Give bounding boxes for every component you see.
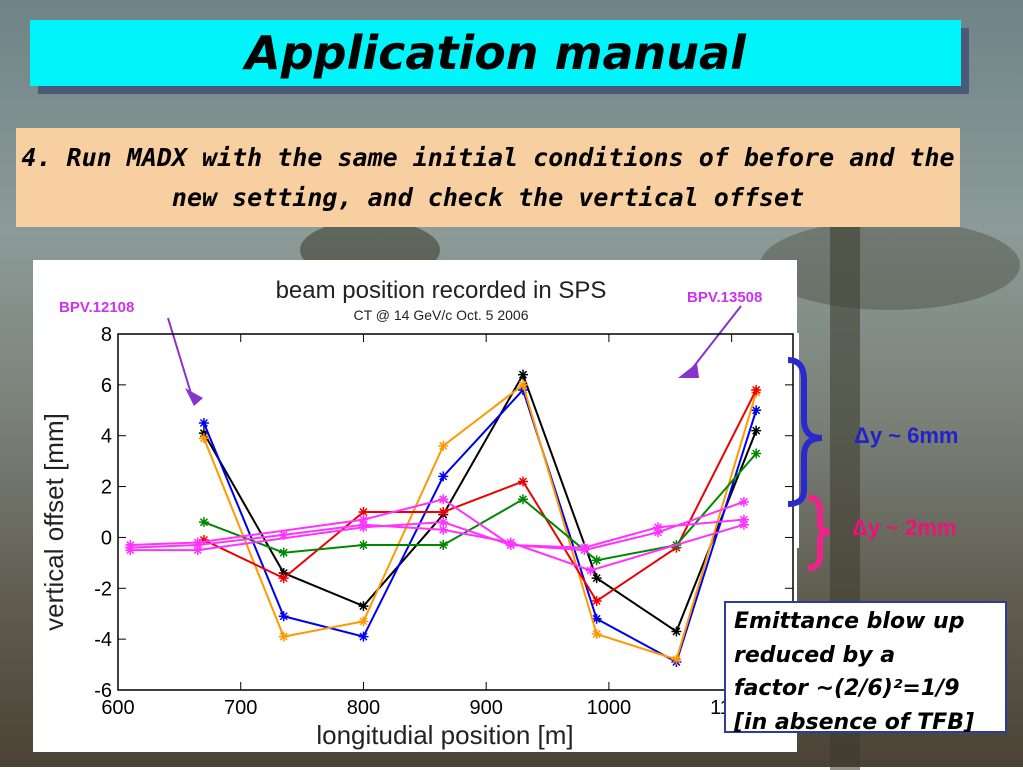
series-line	[202, 383, 758, 661]
data-point	[358, 616, 369, 627]
y-tick-label: 8	[101, 324, 112, 346]
y-tick-label: -4	[94, 629, 112, 651]
y-tick-label: 4	[101, 426, 112, 448]
data-point	[358, 514, 369, 525]
x-tick-label: 700	[224, 697, 257, 719]
brace-overlay	[787, 357, 831, 571]
x-axis-label: longitudial position [m]	[316, 720, 573, 750]
data-point	[738, 519, 749, 530]
data-point	[198, 517, 209, 528]
y-tick-label: -6	[94, 680, 112, 702]
x-tick-label: 900	[469, 697, 502, 719]
y-tick-label: 2	[101, 477, 112, 499]
note-box: Emittance blow up reduced by a factor ~(…	[724, 601, 1007, 735]
data-point	[505, 537, 516, 548]
data-point	[438, 440, 449, 451]
chart-panel: beam position recorded in SPS CT @ 14 Ge…	[33, 260, 797, 752]
data-point	[518, 369, 528, 380]
series-line	[130, 518, 744, 552]
palm-silhouette	[760, 220, 1020, 310]
data-point	[591, 629, 602, 640]
series-line	[203, 452, 757, 562]
data-point	[653, 522, 663, 533]
data-point	[671, 654, 682, 665]
data-point	[591, 555, 602, 566]
dy-large-label: Δy ~ 6mm	[854, 423, 959, 448]
bpv-right-arrowhead	[678, 363, 699, 378]
bpv-left-arrow	[167, 317, 194, 401]
data-point	[438, 524, 449, 535]
data-point	[591, 613, 602, 624]
bpv-left-arrowhead	[185, 388, 203, 406]
y-tick-label: 6	[101, 375, 112, 397]
data-point	[518, 494, 528, 505]
chart-title: beam position recorded in SPS	[276, 277, 607, 304]
data-point	[278, 568, 289, 579]
data-point	[198, 433, 209, 444]
dy-small-label: Δy ~ 2mm	[852, 515, 957, 540]
data-point	[585, 565, 596, 576]
chart-svg: beam position recorded in SPS CT @ 14 Ge…	[39, 277, 794, 750]
x-tick-label: 1000	[587, 697, 632, 719]
data-point	[278, 631, 289, 642]
small-brace	[807, 495, 831, 571]
data-point	[438, 517, 449, 528]
bpv-right-label: BPV.13508	[687, 289, 762, 306]
series-line	[203, 389, 758, 603]
data-point	[751, 448, 762, 459]
y-tick-label: -2	[94, 578, 112, 600]
data-point	[438, 540, 449, 551]
chart-subtitle: CT @ 14 GeV/c Oct. 5 2006	[353, 307, 528, 323]
y-axis-label: vertical offset [mm]	[39, 413, 69, 631]
plot-frame	[117, 333, 794, 691]
series-line	[130, 498, 745, 552]
data-point	[278, 547, 289, 558]
data-point	[738, 514, 749, 525]
data-point	[192, 540, 203, 551]
data-point	[671, 626, 682, 637]
step-banner: 4. Run MADX with the same initial condit…	[16, 128, 960, 227]
data-point	[358, 507, 369, 517]
data-point	[278, 573, 289, 584]
data-point	[591, 596, 602, 606]
step-text: 4. Run MADX with the same initial condit…	[21, 142, 955, 212]
data-point	[738, 496, 749, 507]
data-point	[198, 534, 209, 545]
x-tick-label: 600	[101, 697, 134, 719]
data-point	[198, 418, 209, 428]
data-point	[438, 507, 449, 517]
data-point	[358, 519, 369, 530]
data-point	[518, 379, 528, 390]
data-point	[751, 405, 762, 416]
y-tick-label: 0	[101, 527, 112, 549]
data-point	[438, 494, 449, 505]
data-point	[358, 601, 369, 612]
note-text: Emittance blow up reduced by a factor ~(…	[734, 609, 975, 735]
data-point	[518, 384, 528, 395]
data-point	[438, 471, 449, 482]
data-point	[591, 573, 602, 584]
page-title: Application manual	[245, 26, 746, 80]
data-point	[751, 384, 762, 395]
x-tick-label: 800	[347, 697, 380, 719]
data-point	[653, 527, 663, 538]
series-line	[130, 523, 745, 572]
data-point	[198, 428, 209, 439]
bpv-right-arrow	[690, 305, 742, 371]
data-point	[579, 542, 590, 553]
data-point	[358, 631, 369, 642]
series-line	[203, 372, 758, 634]
data-point	[192, 545, 203, 556]
large-brace	[787, 357, 823, 507]
data-point	[518, 476, 528, 487]
bpv-left-label: BPV.12108	[59, 299, 134, 316]
data-point	[278, 529, 289, 540]
data-point	[125, 542, 136, 553]
data-point	[751, 425, 762, 436]
data-point	[278, 611, 289, 622]
data-point	[358, 540, 369, 551]
title-banner: Application manual	[30, 20, 961, 86]
